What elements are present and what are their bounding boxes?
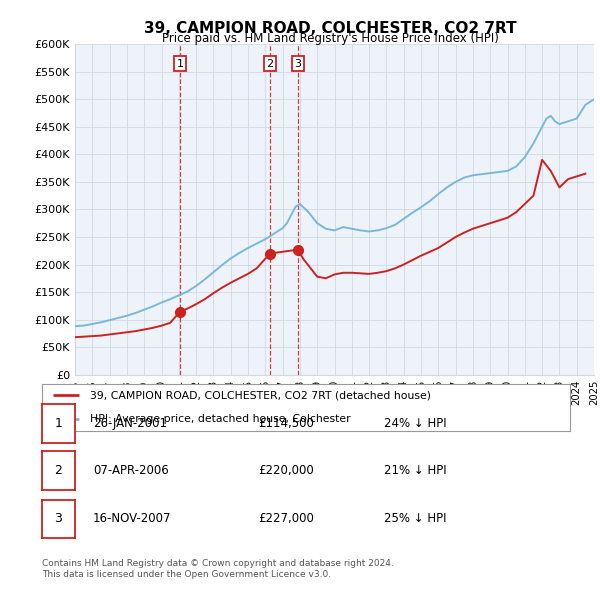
Text: 16-NOV-2007: 16-NOV-2007 — [93, 512, 172, 526]
Text: 24% ↓ HPI: 24% ↓ HPI — [384, 417, 446, 430]
Text: 1: 1 — [55, 417, 62, 430]
Text: 1: 1 — [176, 58, 184, 68]
Text: 21% ↓ HPI: 21% ↓ HPI — [384, 464, 446, 477]
Text: Price paid vs. HM Land Registry's House Price Index (HPI): Price paid vs. HM Land Registry's House … — [161, 32, 499, 45]
Text: 39, CAMPION ROAD, COLCHESTER, CO2 7RT: 39, CAMPION ROAD, COLCHESTER, CO2 7RT — [143, 21, 517, 35]
Text: 26-JAN-2001: 26-JAN-2001 — [93, 417, 167, 430]
Text: 3: 3 — [55, 512, 62, 526]
Text: 25% ↓ HPI: 25% ↓ HPI — [384, 512, 446, 526]
Text: HPI: Average price, detached house, Colchester: HPI: Average price, detached house, Colc… — [89, 414, 350, 424]
Text: 3: 3 — [295, 58, 301, 68]
Text: 2: 2 — [266, 58, 274, 68]
Text: 07-APR-2006: 07-APR-2006 — [93, 464, 169, 477]
Text: 39, CAMPION ROAD, COLCHESTER, CO2 7RT (detached house): 39, CAMPION ROAD, COLCHESTER, CO2 7RT (d… — [89, 391, 431, 400]
Text: £220,000: £220,000 — [258, 464, 314, 477]
Text: 2: 2 — [55, 464, 62, 477]
Text: £227,000: £227,000 — [258, 512, 314, 526]
Text: £114,500: £114,500 — [258, 417, 314, 430]
Text: Contains HM Land Registry data © Crown copyright and database right 2024.
This d: Contains HM Land Registry data © Crown c… — [42, 559, 394, 579]
